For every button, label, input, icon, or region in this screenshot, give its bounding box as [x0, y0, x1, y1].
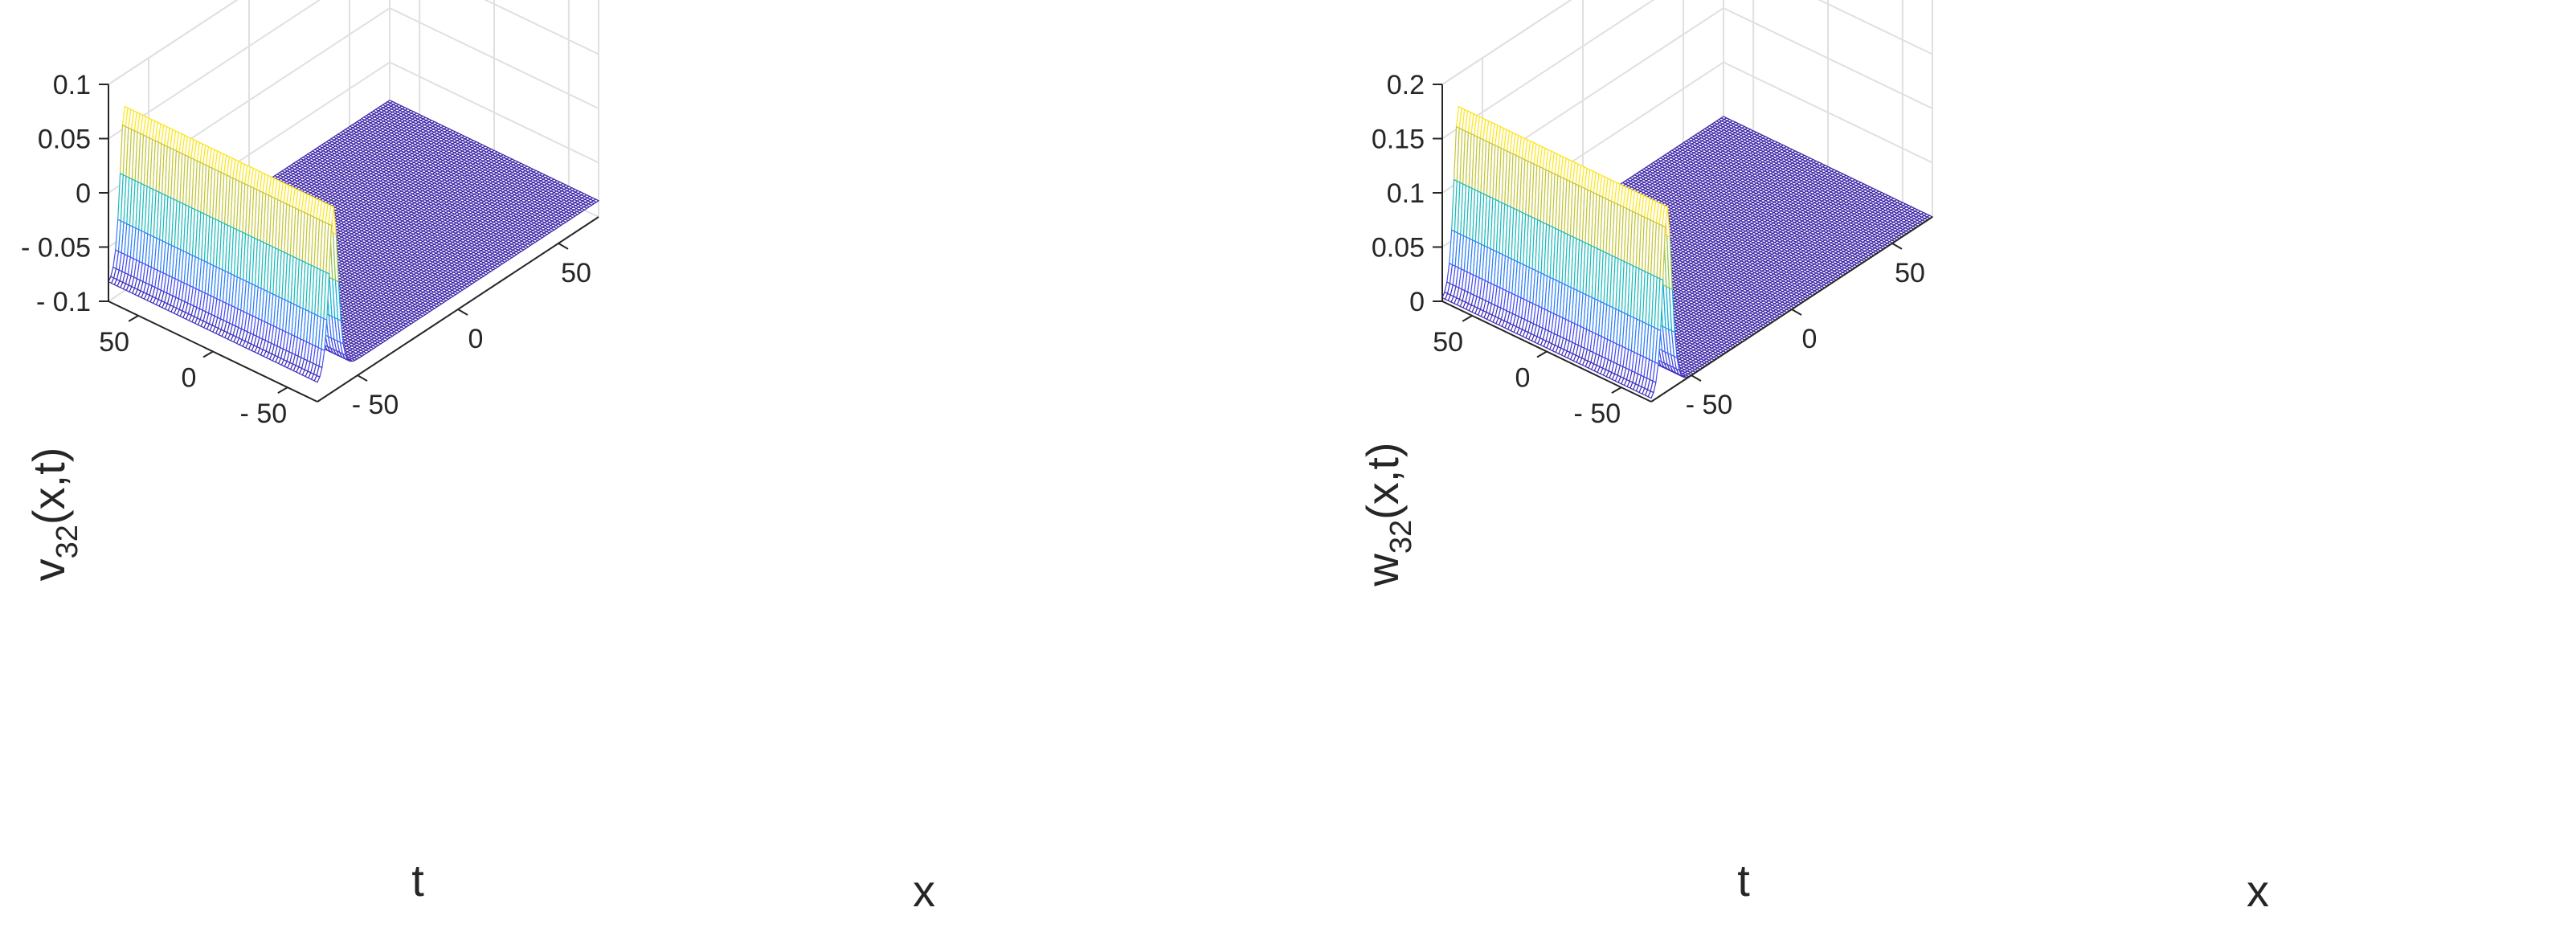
grid-line-z	[108, 0, 599, 85]
grid-line-z	[108, 6, 599, 194]
surface-mesh	[108, 100, 600, 383]
back-wall-right	[596, 0, 599, 217]
grid-line-z	[108, 0, 599, 140]
